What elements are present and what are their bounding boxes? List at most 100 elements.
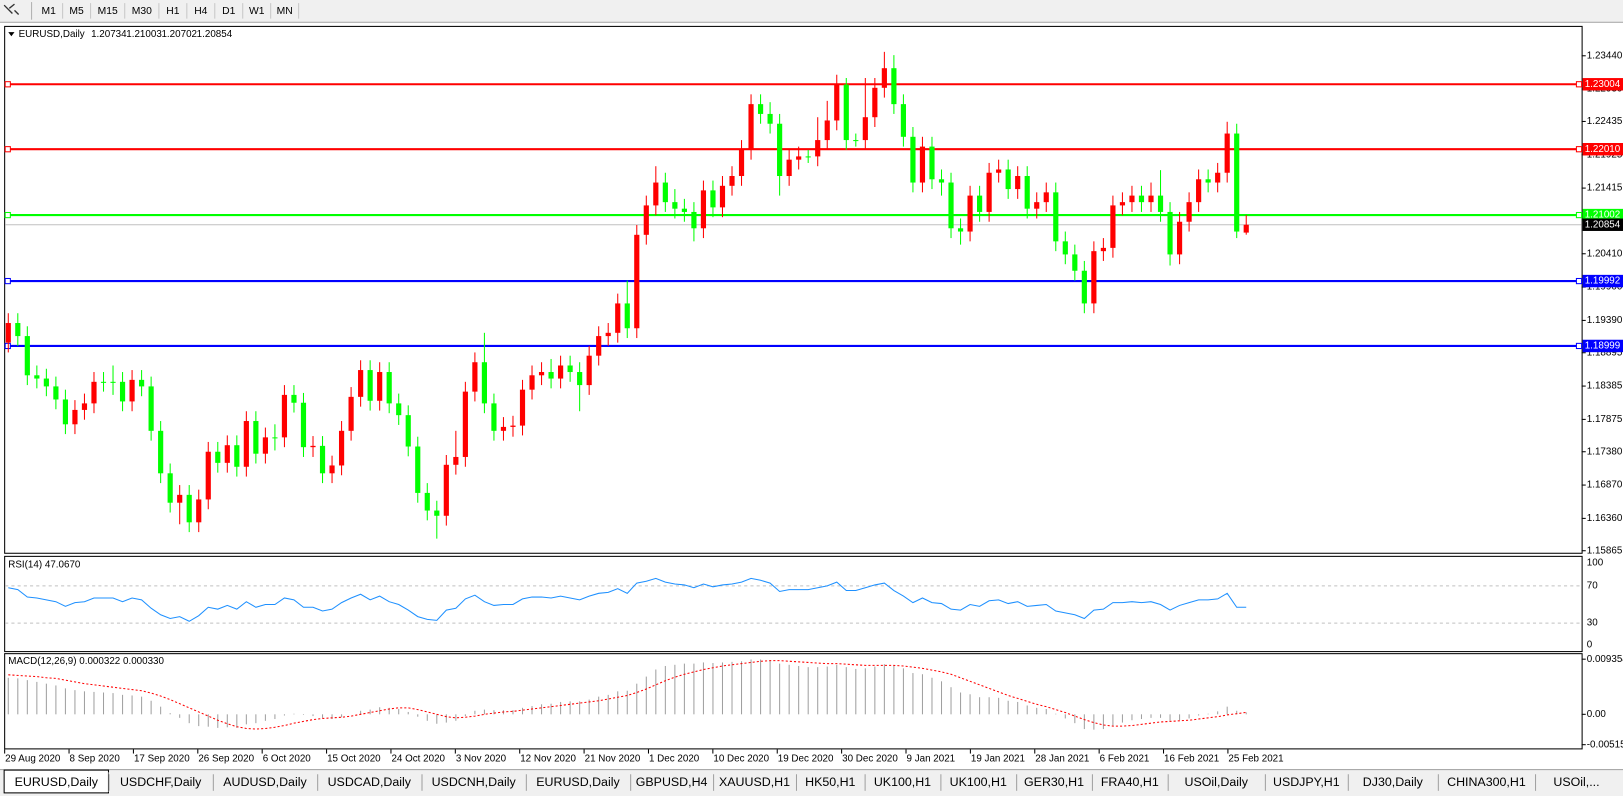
timeframe-label[interactable]: M30 bbox=[132, 6, 152, 17]
candle-body bbox=[586, 355, 592, 386]
candle-body bbox=[110, 381, 116, 383]
tab[interactable] bbox=[1347, 772, 1438, 792]
tab-label[interactable]: HK50,H1 bbox=[805, 775, 855, 789]
tab-label[interactable]: USOil,Daily bbox=[1185, 775, 1249, 789]
level-label: 1.22010 bbox=[1585, 144, 1621, 155]
candle-body bbox=[348, 396, 354, 431]
tool-icon[interactable] bbox=[3, 3, 20, 15]
timeframe-button[interactable] bbox=[65, 2, 88, 20]
tab[interactable] bbox=[940, 772, 1017, 792]
timeframe-button[interactable] bbox=[217, 2, 241, 20]
y-tick-label: 1.22435 bbox=[1587, 116, 1623, 127]
candle-body bbox=[358, 370, 364, 397]
x-tick-label: 16 Feb 2021 bbox=[1164, 753, 1219, 764]
tab[interactable] bbox=[212, 772, 318, 792]
y-tick-label: 1.17875 bbox=[1587, 414, 1623, 425]
chart: 1.234401.229301.224351.219251.214151.204… bbox=[4, 29, 1623, 764]
timeframe-button[interactable] bbox=[245, 2, 269, 20]
tab-label[interactable]: UK100,H1 bbox=[950, 775, 1007, 789]
x-tick-label: 17 Sep 2020 bbox=[134, 753, 190, 764]
tab-label[interactable]: FRA40,H1 bbox=[1101, 775, 1159, 789]
tab-label[interactable]: DJ30,Daily bbox=[1363, 775, 1424, 789]
tab[interactable] bbox=[1264, 772, 1348, 792]
x-tick-label: 15 Oct 2020 bbox=[327, 753, 381, 764]
x-tick-label: 6 Feb 2021 bbox=[1100, 753, 1150, 764]
candle-body bbox=[624, 303, 630, 329]
candle-body bbox=[415, 446, 421, 493]
candle-body bbox=[1024, 176, 1030, 209]
tab[interactable] bbox=[864, 772, 941, 792]
timeframe-label[interactable]: M5 bbox=[69, 6, 84, 17]
rsi-panel bbox=[4, 555, 1583, 653]
tab[interactable] bbox=[317, 772, 422, 792]
y-tick-label: 0.009354 bbox=[1587, 654, 1623, 665]
candle-body bbox=[957, 228, 964, 232]
tab-label[interactable]: EURUSD,Daily bbox=[536, 775, 620, 789]
candle-body bbox=[300, 402, 307, 448]
tab-label[interactable]: USDJPY,H1 bbox=[1273, 775, 1340, 789]
tab[interactable] bbox=[1091, 772, 1168, 792]
tab[interactable] bbox=[1535, 772, 1618, 792]
y-tick-label: 70 bbox=[1587, 580, 1598, 591]
candle-body bbox=[53, 386, 59, 400]
tab-label[interactable]: EURUSD,Daily bbox=[15, 775, 99, 789]
candle-body bbox=[15, 323, 21, 337]
x-tick-label: 30 Dec 2020 bbox=[842, 753, 898, 764]
tab-label[interactable]: USDCNH,Daily bbox=[432, 775, 517, 789]
timeframe-label[interactable]: H1 bbox=[166, 6, 179, 17]
level-label-box bbox=[1582, 78, 1623, 91]
candle-body bbox=[1234, 133, 1240, 232]
tab-label[interactable]: GBPUSD,H4 bbox=[636, 775, 708, 789]
timeframe-label[interactable]: MN bbox=[277, 6, 293, 17]
tab[interactable] bbox=[1437, 772, 1536, 792]
tab-label[interactable]: CHINA300,H1 bbox=[1447, 775, 1526, 789]
tab-label[interactable]: USDCAD,Daily bbox=[328, 775, 412, 789]
tab[interactable] bbox=[525, 772, 631, 792]
tab-label[interactable]: GER30,H1 bbox=[1024, 775, 1084, 789]
candle-body bbox=[672, 202, 678, 209]
timeframe-button[interactable] bbox=[127, 2, 157, 20]
timeframe-button[interactable] bbox=[93, 2, 123, 20]
timeframe-label[interactable]: M15 bbox=[98, 6, 118, 17]
tab-label[interactable]: USOil,... bbox=[1553, 775, 1599, 789]
candle-body bbox=[224, 445, 230, 463]
candle-body bbox=[319, 445, 326, 474]
tab[interactable] bbox=[1016, 772, 1092, 792]
tab[interactable] bbox=[1167, 772, 1265, 792]
tab-label[interactable]: USDCHF,Daily bbox=[120, 775, 202, 789]
tab[interactable] bbox=[630, 772, 714, 792]
timeframe-button[interactable] bbox=[273, 2, 297, 20]
candle-body bbox=[377, 372, 383, 401]
candle-body bbox=[91, 381, 97, 404]
macd-signal bbox=[8, 660, 1247, 730]
x-tick-label: 9 Jan 2021 bbox=[907, 753, 956, 764]
timeframe-label[interactable]: W1 bbox=[249, 6, 265, 17]
timeframe-button[interactable] bbox=[189, 2, 213, 20]
candle-body bbox=[529, 375, 535, 390]
timeframe-label[interactable]: M1 bbox=[41, 6, 56, 17]
level-handle bbox=[1575, 277, 1583, 285]
candle-body bbox=[1015, 176, 1021, 190]
tab[interactable] bbox=[108, 772, 213, 792]
timeframe-button[interactable] bbox=[161, 2, 185, 20]
candle-body bbox=[1110, 205, 1116, 248]
y-tick-label: 1.16870 bbox=[1587, 480, 1623, 491]
timeframe-label[interactable]: D1 bbox=[222, 6, 235, 17]
tab-label[interactable]: AUDUSD,Daily bbox=[223, 775, 307, 789]
x-tick-label: 26 Sep 2020 bbox=[198, 753, 254, 764]
tab-label[interactable]: XAUUSD,H1 bbox=[719, 775, 790, 789]
tab[interactable] bbox=[795, 772, 865, 792]
y-tick-label: 1.21415 bbox=[1587, 183, 1623, 194]
candle-body bbox=[453, 456, 459, 465]
candle-body bbox=[167, 473, 173, 503]
timeframe-label[interactable]: H4 bbox=[194, 6, 207, 17]
candle-body bbox=[234, 445, 240, 467]
tab[interactable] bbox=[713, 772, 796, 792]
candle-body bbox=[710, 190, 716, 208]
candle-body bbox=[1176, 221, 1183, 255]
tab[interactable] bbox=[421, 772, 526, 792]
x-tick-label: 28 Jan 2021 bbox=[1035, 753, 1089, 764]
tab-label[interactable]: UK100,H1 bbox=[874, 775, 931, 789]
timeframe-button[interactable] bbox=[37, 2, 61, 20]
candle-body bbox=[796, 156, 802, 160]
